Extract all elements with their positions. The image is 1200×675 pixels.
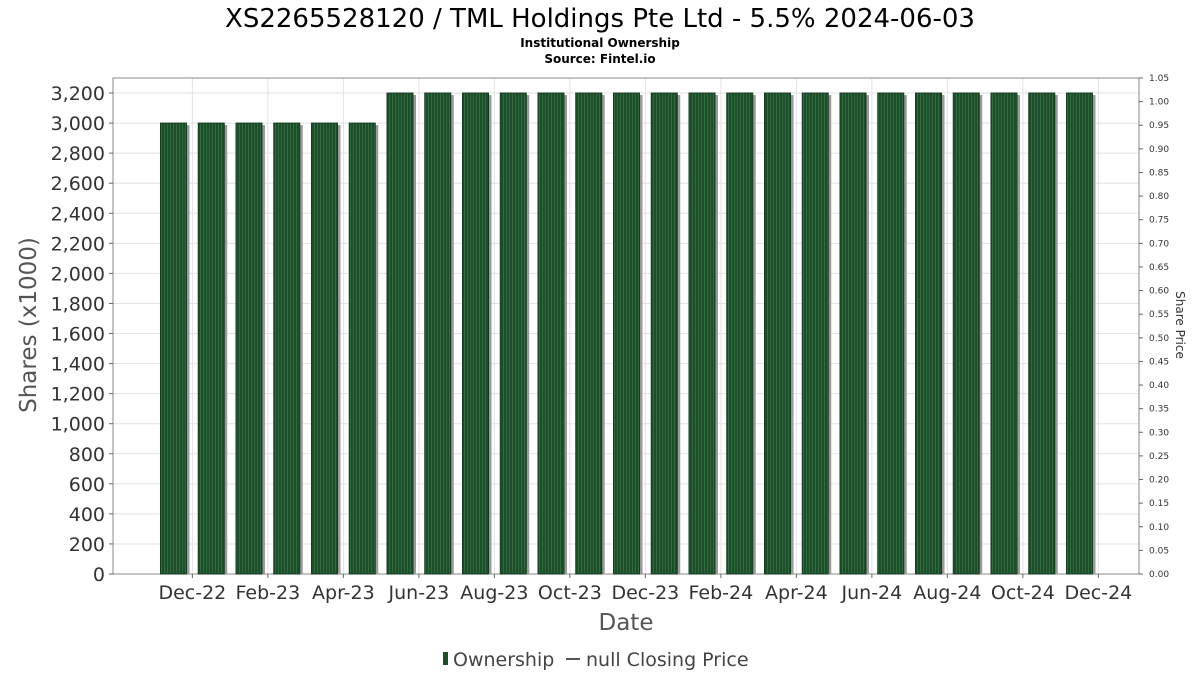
x-tick-label: Dec-23 bbox=[611, 582, 679, 604]
bar bbox=[1028, 92, 1056, 575]
y2-axis-label: Share Price bbox=[1173, 291, 1187, 359]
x-tick-label: Apr-24 bbox=[765, 582, 828, 604]
bar bbox=[915, 92, 942, 575]
x-tick-label: Jun-23 bbox=[388, 582, 450, 604]
bar bbox=[801, 92, 829, 575]
bars bbox=[160, 92, 1096, 575]
y-tick-label: 600 bbox=[69, 474, 105, 496]
x-tick-label: Aug-24 bbox=[913, 582, 981, 604]
y-tick-label: 2,800 bbox=[51, 143, 105, 165]
y2-tick-label: 0.70 bbox=[1149, 239, 1169, 249]
y-tick-label: 2,200 bbox=[51, 233, 105, 255]
y2-tick-label: 0.35 bbox=[1149, 405, 1169, 415]
bar bbox=[462, 92, 489, 575]
chart-title: XS2265528120 / TML Holdings Pte Ltd - 5.… bbox=[225, 4, 975, 34]
y-tick-label: 2,600 bbox=[51, 173, 105, 195]
y-tick-label: 200 bbox=[69, 534, 105, 556]
y-tick-label: 1,600 bbox=[51, 324, 105, 346]
y2-tick-label: 0.45 bbox=[1149, 357, 1169, 367]
y2-tick-label: 0.55 bbox=[1149, 310, 1169, 320]
bar bbox=[650, 92, 678, 575]
x-axis-label: Date bbox=[599, 610, 654, 636]
y2-tick-label: 0.05 bbox=[1149, 546, 1169, 556]
y-tick-label: 2,000 bbox=[51, 263, 105, 285]
x-axis: Dec-22 Feb-23 Apr-23 Jun-23 Aug-23 Oct-23 Dec-… bbox=[158, 574, 1132, 604]
y2-tick-label: 0.95 bbox=[1149, 121, 1169, 131]
bar bbox=[839, 92, 867, 575]
y-tick-label: 800 bbox=[69, 444, 105, 466]
y2-tick-label: 0.65 bbox=[1149, 263, 1169, 273]
bar bbox=[1066, 92, 1093, 575]
bar bbox=[726, 92, 754, 575]
bar bbox=[311, 122, 338, 575]
y2-tick-label: 0.75 bbox=[1149, 216, 1169, 226]
y2-tick-label: 0.00 bbox=[1149, 570, 1169, 580]
y2-tick-label: 1.05 bbox=[1149, 74, 1169, 84]
y2-tick-label: 1.00 bbox=[1149, 98, 1169, 108]
y2-tick-label: 0.40 bbox=[1149, 381, 1169, 391]
bar bbox=[424, 92, 452, 575]
y2-tick-label: 0.85 bbox=[1149, 168, 1169, 178]
x-tick-label: Oct-23 bbox=[538, 582, 602, 604]
x-tick-label: Apr-23 bbox=[312, 582, 375, 604]
x-tick-label: Jun-24 bbox=[841, 582, 903, 604]
y-tick-label: 3,200 bbox=[51, 83, 105, 105]
legend: Ownership null Closing Price bbox=[443, 649, 749, 671]
bar bbox=[386, 92, 414, 575]
legend-label-ownership: Ownership bbox=[453, 649, 554, 671]
bar bbox=[990, 92, 1018, 575]
bar bbox=[499, 92, 527, 575]
bar bbox=[273, 122, 301, 575]
bar bbox=[348, 122, 376, 575]
y-tick-label: 1,000 bbox=[51, 414, 105, 436]
y-tick-label: 0 bbox=[93, 564, 105, 586]
bar bbox=[952, 92, 980, 575]
bar bbox=[877, 92, 905, 575]
y-tick-label: 1,200 bbox=[51, 384, 105, 406]
x-tick-label: Oct-24 bbox=[991, 582, 1055, 604]
legend-label-closing-price: null Closing Price bbox=[586, 649, 749, 671]
y2-axis: 0.00 0.05 0.10 0.15 0.20 0.25 0.30 0.35 0.40 0.45… bbox=[1139, 74, 1169, 580]
bar bbox=[613, 92, 640, 575]
y2-tick-label: 0.60 bbox=[1149, 287, 1169, 297]
bar bbox=[235, 122, 263, 575]
y2-tick-label: 0.80 bbox=[1149, 192, 1169, 202]
y-axis: 0 200 400 600 800 1,000 1,200 1,400 1,600 1,800 2,… bbox=[51, 83, 113, 586]
y2-tick-label: 0.10 bbox=[1149, 523, 1169, 533]
y2-tick-label: 0.15 bbox=[1149, 499, 1169, 509]
x-tick-label: Feb-24 bbox=[689, 582, 754, 604]
x-tick-label: Dec-22 bbox=[158, 582, 226, 604]
y-tick-label: 400 bbox=[69, 504, 105, 526]
x-tick-label: Feb-23 bbox=[236, 582, 301, 604]
bar bbox=[575, 92, 603, 575]
x-tick-label: Aug-23 bbox=[460, 582, 528, 604]
chart-subtitle: Institutional Ownership bbox=[520, 36, 680, 50]
y2-tick-label: 0.30 bbox=[1149, 428, 1169, 438]
y2-tick-label: 0.50 bbox=[1149, 334, 1169, 344]
y-tick-label: 1,800 bbox=[51, 293, 105, 315]
y-tick-label: 1,400 bbox=[51, 354, 105, 376]
bar bbox=[160, 122, 187, 575]
legend-swatch-ownership bbox=[443, 652, 448, 665]
y-axis-label: Shares (x1000) bbox=[16, 237, 42, 413]
x-tick-label: Dec-24 bbox=[1064, 582, 1132, 604]
chart-source: Source: Fintel.io bbox=[544, 52, 655, 66]
bar bbox=[688, 92, 716, 575]
y-tick-label: 3,000 bbox=[51, 113, 105, 135]
y2-tick-label: 0.20 bbox=[1149, 476, 1169, 486]
y-tick-label: 2,400 bbox=[51, 203, 105, 225]
y2-tick-label: 0.25 bbox=[1149, 452, 1169, 462]
bar bbox=[197, 122, 225, 575]
y2-tick-label: 0.90 bbox=[1149, 145, 1169, 155]
bar bbox=[764, 92, 791, 575]
bar bbox=[537, 92, 565, 575]
